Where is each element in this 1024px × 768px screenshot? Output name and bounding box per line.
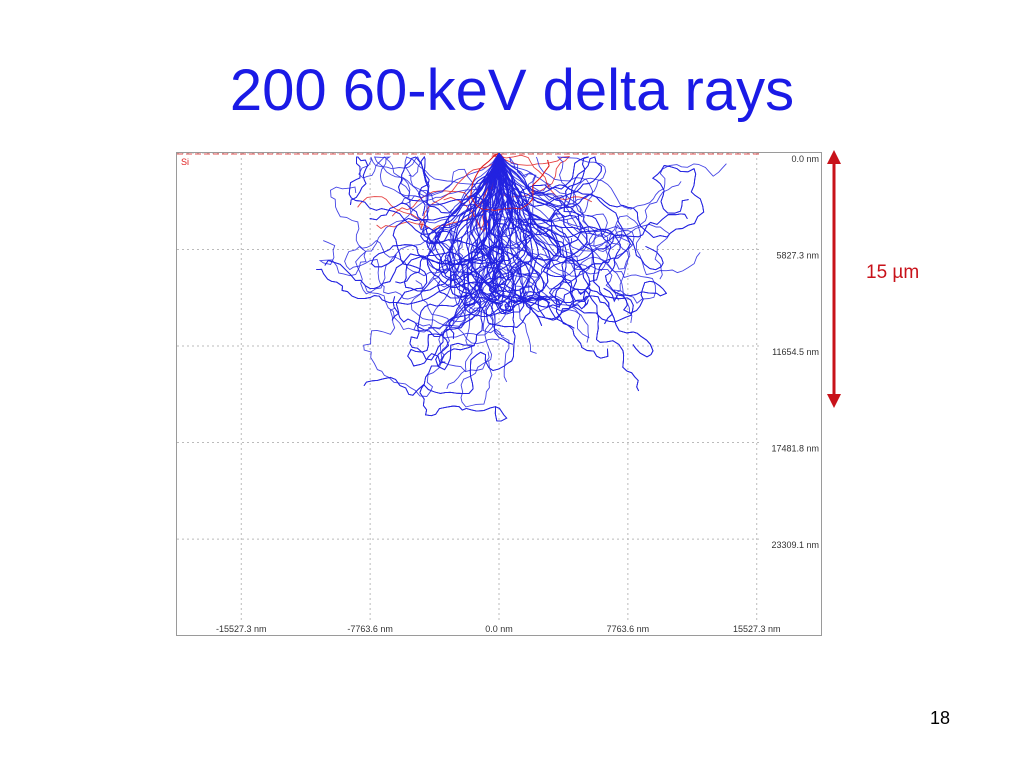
delta-ray-track (403, 153, 511, 314)
delta-ray-track (373, 153, 500, 268)
y-tick-label-4: 23309.1 nm (771, 540, 819, 550)
x-tick-label-bg-4 (722, 622, 791, 635)
y-tick-label-2: 11654.5 nm (772, 347, 819, 357)
delta-ray-track (498, 153, 609, 252)
delta-ray-track (489, 153, 609, 359)
slide-title: 200 60-keV delta rays (229, 58, 795, 123)
x-tick-label-bg-3 (593, 622, 662, 635)
delta-ray-track (498, 153, 612, 302)
delta-ray-track (404, 153, 500, 267)
delta-ray-track (358, 153, 500, 224)
delta-ray-track (348, 153, 500, 235)
delta-ray-track (407, 153, 501, 367)
backscattered-track (490, 153, 592, 203)
delta-ray-track (465, 153, 640, 392)
delta-ray-track (498, 153, 705, 239)
y-tick-label-bg-2 (759, 345, 821, 358)
delta-ray-track (316, 153, 501, 305)
delta-ray-track (447, 153, 531, 293)
delta-ray-track (370, 153, 532, 268)
x-tick-label-4: 15527.3 nm (733, 624, 781, 634)
delta-ray-track (426, 153, 548, 312)
delta-ray-track (498, 153, 664, 271)
delta-ray-track (498, 153, 688, 270)
x-tick-label-0: -15527.3 nm (216, 624, 267, 634)
x-tick-label-bg-1 (336, 622, 405, 635)
backscattered-track (470, 153, 550, 211)
delta-ray-track (418, 153, 501, 244)
delta-ray-track (426, 153, 506, 317)
y-tick-label-1: 5827.3 nm (776, 251, 819, 261)
material-label: Si (181, 157, 189, 167)
delta-ray-track (464, 153, 505, 337)
scale-bar-label: 15 µm (866, 262, 920, 283)
y-tick-label-3: 17481.8 nm (771, 444, 819, 454)
track-plot-svg: Si 0.0 nm 5827.3 nm 11654.5 nm 17481.8 nm 233… (177, 153, 821, 635)
x-tick-label-1: -7763.6 nm (347, 624, 393, 634)
delta-ray-track (395, 153, 500, 284)
x-tick-label-2: 0.0 nm (485, 624, 513, 634)
y-tick-label-0: 0.0 nm (791, 154, 819, 164)
delta-ray-track (469, 153, 540, 305)
delta-ray-track (498, 153, 589, 343)
delta-ray-track (369, 153, 509, 250)
y-tick-label-bg-1 (759, 248, 821, 261)
delta-ray-track (316, 153, 501, 305)
delta-ray-track (476, 153, 551, 328)
delta-ray-track (498, 153, 589, 310)
delta-ray-track (392, 153, 515, 338)
delta-ray-track (498, 153, 664, 271)
x-tick-label-bg-0 (207, 622, 276, 635)
page-number: 18 (930, 708, 951, 728)
y-tick-label-bg-0 (759, 153, 821, 164)
y-tick-label-bg-4 (759, 538, 821, 551)
x-tick-label-3: 7763.6 nm (607, 624, 650, 634)
delta-ray-track (363, 153, 500, 397)
delta-ray-track (330, 153, 500, 277)
delta-ray-track (468, 153, 602, 230)
scale-arrow-head-bottom (827, 394, 841, 408)
track-group (316, 153, 727, 422)
scale-arrow-head-top (827, 150, 841, 164)
delta-ray-track (498, 153, 654, 358)
delta-ray-track (498, 153, 701, 276)
delta-ray-track-plot: Si 0.0 nm 5827.3 nm 11654.5 nm 17481.8 nm 233… (176, 152, 822, 636)
delta-ray-track (498, 153, 543, 326)
scale-arrow (827, 150, 841, 408)
y-tick-label-bg-3 (759, 441, 821, 454)
delta-ray-track (316, 153, 501, 305)
delta-ray-track (498, 153, 664, 271)
delta-ray-track (434, 153, 550, 317)
delta-ray-track (413, 153, 500, 339)
delta-ray-track (449, 153, 509, 297)
x-tick-label-bg-2 (465, 622, 533, 635)
